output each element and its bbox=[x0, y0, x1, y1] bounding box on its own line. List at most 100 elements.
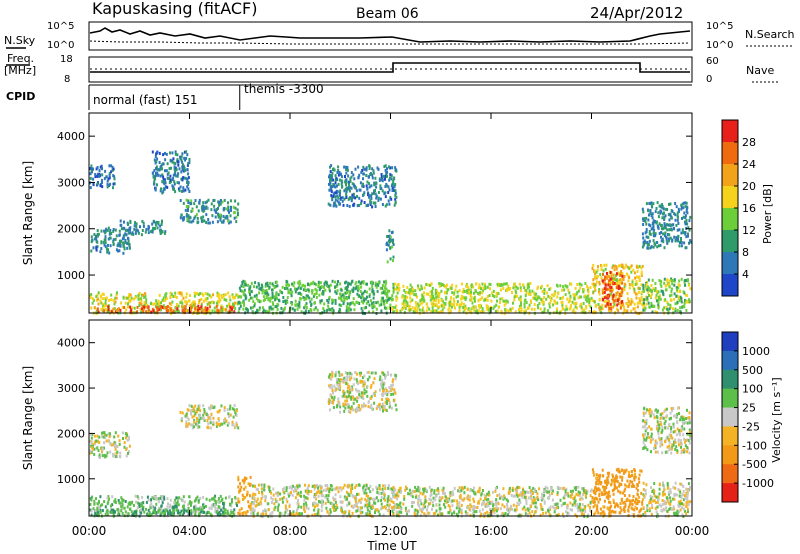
radar-cell bbox=[386, 400, 389, 403]
radar-cell bbox=[389, 246, 392, 250]
radar-cell bbox=[169, 151, 171, 155]
radar-cell bbox=[528, 289, 531, 293]
radar-cell bbox=[574, 305, 577, 309]
radar-cell bbox=[104, 169, 107, 173]
radar-cell bbox=[654, 210, 657, 214]
radar-cell bbox=[606, 296, 609, 300]
radar-cell bbox=[371, 302, 373, 306]
radar-cell bbox=[602, 298, 604, 302]
radar-cell bbox=[680, 237, 682, 240]
radar-cell bbox=[217, 215, 220, 219]
radar-cell bbox=[361, 292, 364, 296]
radar-cell bbox=[467, 286, 470, 290]
radar-cell bbox=[199, 413, 202, 417]
radar-cell bbox=[258, 306, 261, 310]
radar-cell bbox=[96, 293, 99, 297]
radar-cell bbox=[403, 289, 406, 292]
radar-cell bbox=[329, 385, 331, 389]
radar-cell bbox=[197, 304, 200, 308]
radar-cell bbox=[181, 301, 184, 305]
radar-cell bbox=[325, 281, 328, 285]
radar-cell bbox=[657, 298, 660, 302]
radar-cell bbox=[596, 275, 599, 278]
radar-cell bbox=[329, 165, 331, 169]
radar-cell bbox=[366, 295, 368, 299]
radar-cell bbox=[317, 282, 320, 286]
radar-cell bbox=[374, 281, 377, 285]
radar-cell bbox=[226, 509, 229, 513]
radar-cell bbox=[359, 407, 362, 411]
radar-cell bbox=[349, 308, 352, 312]
radar-cell bbox=[133, 224, 136, 228]
radar-cell bbox=[401, 302, 404, 306]
radar-cell bbox=[345, 168, 348, 172]
radar-cell bbox=[155, 299, 158, 303]
radar-cell bbox=[328, 398, 331, 402]
radar-cell bbox=[373, 394, 376, 397]
radar-cell bbox=[180, 299, 183, 303]
radar-cell bbox=[287, 289, 290, 293]
radar-cell bbox=[518, 308, 520, 311]
radar-cell bbox=[362, 301, 365, 305]
radar-cell bbox=[523, 288, 526, 292]
radar-cell bbox=[335, 291, 338, 295]
radar-cell bbox=[331, 301, 334, 305]
radar-cell bbox=[669, 294, 671, 298]
radar-cell bbox=[676, 211, 679, 215]
radar-cell bbox=[495, 303, 498, 307]
radar-cell bbox=[184, 309, 187, 312]
radar-cell bbox=[667, 237, 670, 241]
radar-cell bbox=[576, 283, 579, 286]
radar-cell bbox=[679, 306, 682, 310]
radar-cell bbox=[368, 293, 371, 297]
radar-cell bbox=[202, 204, 204, 208]
radar-cell bbox=[341, 199, 344, 203]
nave-tick-bottom: 0 bbox=[706, 74, 712, 85]
radar-cell bbox=[681, 202, 684, 206]
radar-cell bbox=[177, 187, 180, 191]
radar-cell bbox=[124, 510, 127, 514]
radar-cell bbox=[319, 281, 322, 285]
radar-cell bbox=[311, 291, 314, 295]
radar-cell bbox=[251, 296, 254, 300]
radar-cell bbox=[289, 485, 292, 489]
radar-cell bbox=[375, 194, 378, 198]
radar-cell bbox=[182, 189, 185, 193]
radar-cell bbox=[90, 441, 93, 445]
radar-cell bbox=[651, 222, 654, 226]
radar-cell bbox=[381, 402, 384, 406]
radar-cell bbox=[129, 231, 131, 235]
radar-cell bbox=[516, 494, 519, 498]
radar-cell bbox=[367, 400, 370, 404]
radar-cell bbox=[365, 492, 368, 496]
radar-cell bbox=[314, 485, 317, 489]
radar-cell bbox=[591, 282, 594, 286]
radar-cell bbox=[354, 500, 357, 504]
radar-cell bbox=[125, 454, 128, 458]
radar-cell bbox=[105, 433, 108, 437]
radar-cell bbox=[112, 182, 115, 186]
radar-cell bbox=[101, 302, 104, 306]
radar-cell bbox=[342, 486, 345, 490]
radar-cell bbox=[384, 164, 387, 168]
radar-cell bbox=[94, 512, 97, 516]
radar-cell bbox=[464, 298, 467, 301]
radar-cell bbox=[166, 497, 169, 501]
radar-cell bbox=[353, 184, 356, 188]
radar-cell bbox=[180, 213, 183, 217]
radar-cell bbox=[677, 215, 679, 219]
radar-cell bbox=[264, 292, 267, 296]
radar-cell bbox=[103, 177, 106, 181]
radar-cell bbox=[502, 299, 505, 303]
radar-cell bbox=[668, 233, 671, 237]
radar-cell bbox=[348, 512, 351, 516]
radar-cell bbox=[473, 291, 475, 295]
radar-cell bbox=[179, 199, 182, 202]
radar-cell bbox=[195, 205, 198, 209]
radar-cell bbox=[354, 196, 357, 200]
radar-cell bbox=[180, 305, 183, 309]
radar-cell bbox=[211, 309, 214, 313]
radar-cell bbox=[317, 494, 320, 498]
radar-cell bbox=[180, 189, 183, 193]
radar-cell bbox=[346, 168, 349, 172]
